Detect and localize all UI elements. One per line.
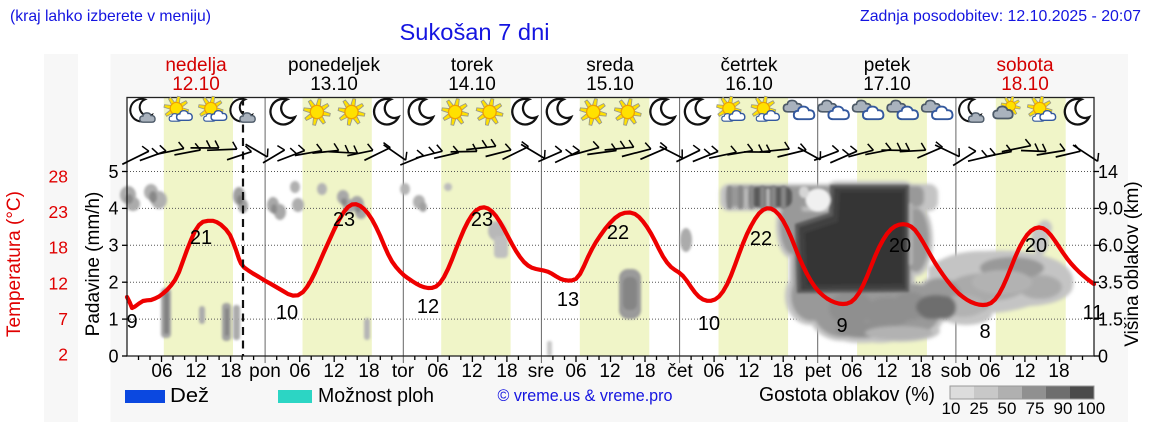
svg-text:100: 100	[1077, 399, 1105, 418]
svg-text:13: 13	[557, 289, 579, 311]
svg-text:7: 7	[58, 309, 68, 329]
svg-text:tor: tor	[392, 361, 415, 382]
svg-text:06: 06	[427, 361, 448, 382]
svg-text:3.5: 3.5	[1098, 273, 1123, 293]
svg-text:Gostota oblakov (%): Gostota oblakov (%)	[759, 384, 935, 406]
svg-text:Zadnja posodobitev: 12.10.2025: Zadnja posodobitev: 12.10.2025 - 20:07	[860, 8, 1141, 25]
svg-text:18: 18	[220, 361, 241, 382]
svg-text:10: 10	[942, 399, 961, 418]
svg-text:13.10: 13.10	[310, 74, 358, 95]
svg-text:16.10: 16.10	[725, 74, 773, 95]
svg-text:17.10: 17.10	[863, 74, 911, 95]
svg-text:Padavine (mm/h): Padavine (mm/h)	[83, 192, 104, 337]
svg-text:12: 12	[49, 273, 68, 293]
svg-text:12: 12	[461, 361, 482, 382]
svg-text:Temperatura (°C): Temperatura (°C)	[4, 191, 25, 337]
svg-text:23: 23	[49, 202, 68, 222]
svg-text:4: 4	[108, 199, 118, 219]
svg-text:1: 1	[108, 309, 118, 329]
svg-text:Možnost ploh: Možnost ploh	[318, 385, 434, 407]
svg-text:2: 2	[58, 345, 68, 365]
svg-text:18: 18	[358, 361, 379, 382]
svg-text:pon: pon	[249, 361, 281, 382]
svg-text:10: 10	[276, 302, 298, 324]
svg-text:9: 9	[836, 315, 847, 337]
svg-text:torek: torek	[451, 55, 494, 76]
svg-text:12: 12	[1014, 361, 1035, 382]
svg-text:9.0: 9.0	[1098, 199, 1123, 219]
svg-text:25: 25	[970, 399, 989, 418]
svg-text:nedelja: nedelja	[165, 55, 227, 76]
svg-text:06: 06	[979, 361, 1000, 382]
svg-text:06: 06	[703, 361, 724, 382]
svg-text:Sukošan 7 dni: Sukošan 7 dni	[400, 19, 550, 45]
svg-text:15.10: 15.10	[586, 74, 634, 95]
svg-text:06: 06	[289, 361, 310, 382]
svg-text:ponedeljek: ponedeljek	[288, 55, 380, 76]
svg-text:3: 3	[108, 236, 118, 256]
svg-text:sre: sre	[528, 361, 554, 382]
svg-text:18: 18	[1048, 361, 1069, 382]
svg-text:12: 12	[599, 361, 620, 382]
svg-text:06: 06	[151, 361, 172, 382]
svg-text:0: 0	[108, 346, 118, 366]
svg-text:5: 5	[108, 162, 118, 182]
svg-text:6.0: 6.0	[1098, 236, 1123, 256]
svg-text:© vreme.us & vreme.pro: © vreme.us & vreme.pro	[498, 387, 673, 405]
svg-text:pet: pet	[805, 361, 832, 382]
svg-text:23: 23	[471, 209, 493, 231]
svg-text:18: 18	[772, 361, 793, 382]
svg-text:Višina oblakov (km): Višina oblakov (km)	[1122, 181, 1143, 346]
svg-text:11: 11	[1083, 302, 1104, 324]
svg-text:1.5: 1.5	[1098, 309, 1123, 329]
svg-text:14.10: 14.10	[448, 74, 496, 95]
svg-text:21: 21	[190, 227, 212, 249]
svg-text:18: 18	[49, 238, 68, 258]
svg-text:28: 28	[49, 166, 68, 186]
svg-text:22: 22	[607, 222, 629, 244]
svg-text:20: 20	[889, 235, 911, 257]
svg-text:8: 8	[979, 321, 990, 343]
svg-text:Dež: Dež	[170, 385, 209, 407]
svg-text:petek: petek	[864, 55, 911, 76]
svg-text:12.10: 12.10	[172, 74, 220, 95]
svg-text:(kraj lahko izberete v meniju): (kraj lahko izberete v meniju)	[10, 8, 211, 25]
svg-text:čet: čet	[667, 361, 693, 382]
svg-text:sob: sob	[941, 361, 972, 382]
svg-text:18.10: 18.10	[1001, 74, 1049, 95]
svg-text:0: 0	[1098, 346, 1108, 366]
svg-text:12: 12	[876, 361, 897, 382]
svg-text:50: 50	[998, 399, 1017, 418]
svg-text:sreda: sreda	[586, 55, 634, 76]
svg-text:14: 14	[1098, 162, 1118, 182]
svg-text:23: 23	[333, 209, 355, 231]
svg-text:četrtek: četrtek	[720, 55, 778, 76]
svg-text:12: 12	[417, 296, 439, 318]
svg-text:75: 75	[1026, 399, 1045, 418]
svg-text:12: 12	[738, 361, 759, 382]
svg-text:9: 9	[126, 311, 137, 333]
svg-text:06: 06	[565, 361, 586, 382]
svg-text:sobota: sobota	[996, 55, 1053, 76]
svg-text:12: 12	[323, 361, 344, 382]
svg-text:90: 90	[1054, 399, 1073, 418]
svg-text:10: 10	[698, 313, 720, 335]
svg-text:18: 18	[634, 361, 655, 382]
svg-text:18: 18	[910, 361, 931, 382]
svg-text:20: 20	[1025, 235, 1047, 257]
svg-text:12: 12	[185, 361, 206, 382]
svg-text:06: 06	[841, 361, 862, 382]
svg-text:22: 22	[750, 228, 772, 250]
svg-text:18: 18	[496, 361, 517, 382]
svg-text:2: 2	[108, 273, 118, 293]
